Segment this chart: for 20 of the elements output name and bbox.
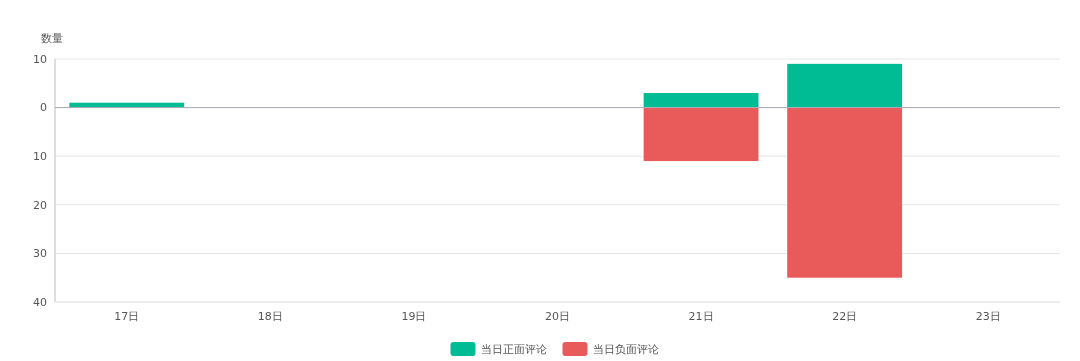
x-tick-label: 20日 [545,310,570,323]
x-tick-label: 22日 [832,310,858,323]
y-tick-label: 30 [33,247,47,261]
bar [787,63,903,108]
y-tick-label: 0 [40,101,47,115]
y-tick-label: 40 [33,295,47,309]
y-tick-label: 10 [33,52,47,66]
bar [643,107,759,162]
legend-label: 当日正面评论 [480,342,547,356]
x-tick-label: 19日 [401,310,427,323]
bar [643,93,759,108]
x-tick-label: 18日 [257,310,283,323]
y-axis-title: 数量 [41,32,63,45]
bar [787,107,903,278]
y-tick-label: 20 [33,198,47,212]
y-tick-label: 10 [33,150,47,164]
x-tick-label: 23日 [975,310,1001,323]
legend-label: 当日负面评论 [592,342,659,356]
x-tick-label: 21日 [688,310,714,323]
x-tick-label: 17日 [114,310,140,323]
